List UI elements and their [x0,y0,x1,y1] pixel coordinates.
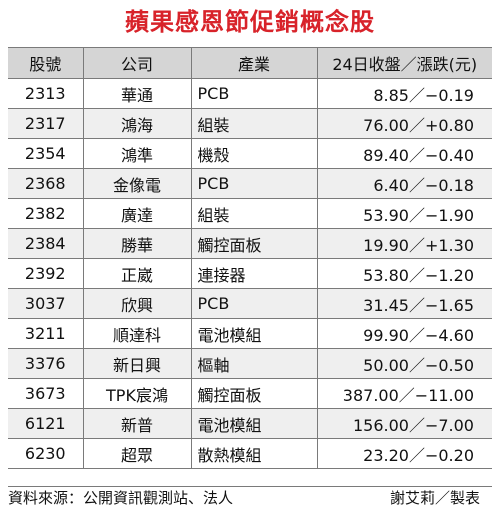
cell-industry: PCB [191,288,318,319]
cell-industry: 機殼 [191,138,318,169]
cell-industry: 電池模組 [191,318,318,349]
cell-company: 華通 [83,78,192,109]
cell-price: 76.00／+0.80 [363,115,474,135]
cell-code: 2392 [8,258,84,289]
cell-price: 31.45／−1.65 [363,295,474,315]
cell-company: 廣達 [83,198,192,229]
cell-industry: 觸控面板 [191,228,318,259]
cell-company: 鴻準 [83,138,192,169]
cell-industry: PCB [191,78,318,109]
cell-price: 156.00／−7.00 [352,415,474,435]
cell-company: 新日興 [83,348,192,379]
table-row: 3376 新日興 樞軸 50.00／−0.50 [8,348,492,379]
table-row: 2313 華通 PCB 8.85／−0.19 [8,78,492,109]
table-row: 3673 TPK宸鴻 觸控面板 387.00／−11.00 [8,378,492,409]
cell-price: 53.80／−1.20 [363,265,474,285]
cell-price: 19.90／+1.30 [363,235,474,255]
cell-company: 欣興 [83,288,192,319]
table-row: 3211 順達科 電池模組 99.90／−4.60 [8,318,492,349]
header-company: 公司 [83,47,192,79]
cell-price: 387.00／−11.00 [342,385,474,405]
cell-code: 3376 [8,348,84,379]
cell-company: 新普 [83,408,192,439]
header-row: 股號 公司 產業 24日收盤／漲跌(元) [8,47,492,79]
cell-industry: PCB [191,168,318,199]
cell-company: 順達科 [83,318,192,349]
cell-code: 3037 [8,288,84,319]
cell-price: 50.00／−0.50 [363,355,474,375]
table-row: 6121 新普 電池模組 156.00／−7.00 [8,408,492,439]
footer: 資料來源：公開資訊觀測站、法人 謝艾莉／製表 [8,486,492,508]
cell-code: 3673 [8,378,84,409]
cell-company: 金像電 [83,168,192,199]
header-code: 股號 [8,47,84,79]
cell-company: 正崴 [83,258,192,289]
cell-price: 8.85／−0.19 [373,85,474,105]
cell-industry: 組裝 [191,108,318,139]
table-row: 2392 正崴 連接器 53.80／−1.20 [8,258,492,289]
cell-price: 99.90／−4.60 [363,325,474,345]
cell-price: 23.20／−0.20 [363,445,474,465]
table-row: 2368 金像電 PCB 6.40／−0.18 [8,168,492,199]
cell-code: 2384 [8,228,84,259]
cell-company: 鴻海 [83,108,192,139]
cell-industry: 組裝 [191,198,318,229]
table-row: 3037 欣興 PCB 31.45／−1.65 [8,288,492,319]
cell-code: 2313 [8,78,84,109]
cell-industry: 電池模組 [191,408,318,439]
table-row: 2354 鴻準 機殼 89.40／−0.40 [8,138,492,169]
table-row: 2317 鴻海 組裝 76.00／+0.80 [8,108,492,139]
cell-code: 6230 [8,438,84,469]
cell-industry: 連接器 [191,258,318,289]
header-price: 24日收盤／漲跌(元) [317,47,492,79]
header-industry: 產業 [191,47,318,79]
cell-code: 2368 [8,168,84,199]
cell-price: 53.90／−1.90 [363,205,474,225]
cell-code: 6121 [8,408,84,439]
cell-industry: 樞軸 [191,348,318,379]
page-title: 蘋果感恩節促銷概念股 [125,8,375,36]
cell-code: 3211 [8,318,84,349]
cell-industry: 觸控面板 [191,378,318,409]
cell-code: 2317 [8,108,84,139]
table-row: 6230 超眾 散熱模組 23.20／−0.20 [8,438,492,469]
stock-table: 股號 公司 產業 24日收盤／漲跌(元) 2313 華通 PCB 8.85／−0… [8,47,492,469]
cell-price: 6.40／−0.18 [373,175,474,195]
table-header: 股號 公司 產業 24日收盤／漲跌(元) [8,47,492,79]
table-row: 2382 廣達 組裝 53.90／−1.90 [8,198,492,229]
table-row: 2384 勝華 觸控面板 19.90／+1.30 [8,228,492,259]
cell-price: 89.40／−0.40 [363,145,474,165]
cell-company: 勝華 [83,228,192,259]
cell-code: 2382 [8,198,84,229]
cell-code: 2354 [8,138,84,169]
cell-company: TPK宸鴻 [83,378,192,409]
table-body: 2313 華通 PCB 8.85／−0.19 2317 鴻海 組裝 76.00／… [8,78,492,469]
source-note: 資料來源：公開資訊觀測站、法人 [8,489,234,507]
cell-industry: 散熱模組 [191,438,318,469]
credit-note: 謝艾莉／製表 [389,489,480,507]
cell-company: 超眾 [83,438,192,469]
